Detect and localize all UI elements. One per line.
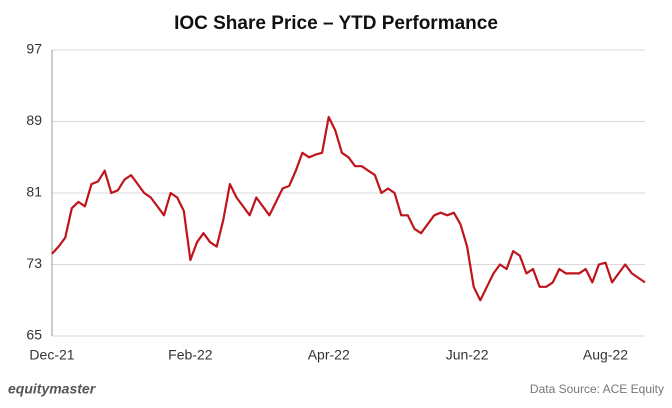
y-tick-label: 89 [26,112,42,128]
x-tick-label: Dec-21 [29,347,74,363]
x-tick-label: Jun-22 [446,347,489,363]
logo: equitymaster [8,381,97,397]
price-line [51,115,646,302]
x-tick-label: Apr-22 [308,347,350,363]
chart-title: IOC Share Price – YTD Performance [174,13,498,34]
y-tick-label: 65 [26,327,42,343]
x-tick-label: Feb-22 [168,347,213,363]
y-tick-label: 81 [26,184,42,200]
x-tick-label: Aug-22 [583,347,628,363]
source: Data Source: ACE Equity [530,382,664,396]
y-tick-label: 97 [26,41,42,57]
y-tick-label: 73 [26,255,42,271]
